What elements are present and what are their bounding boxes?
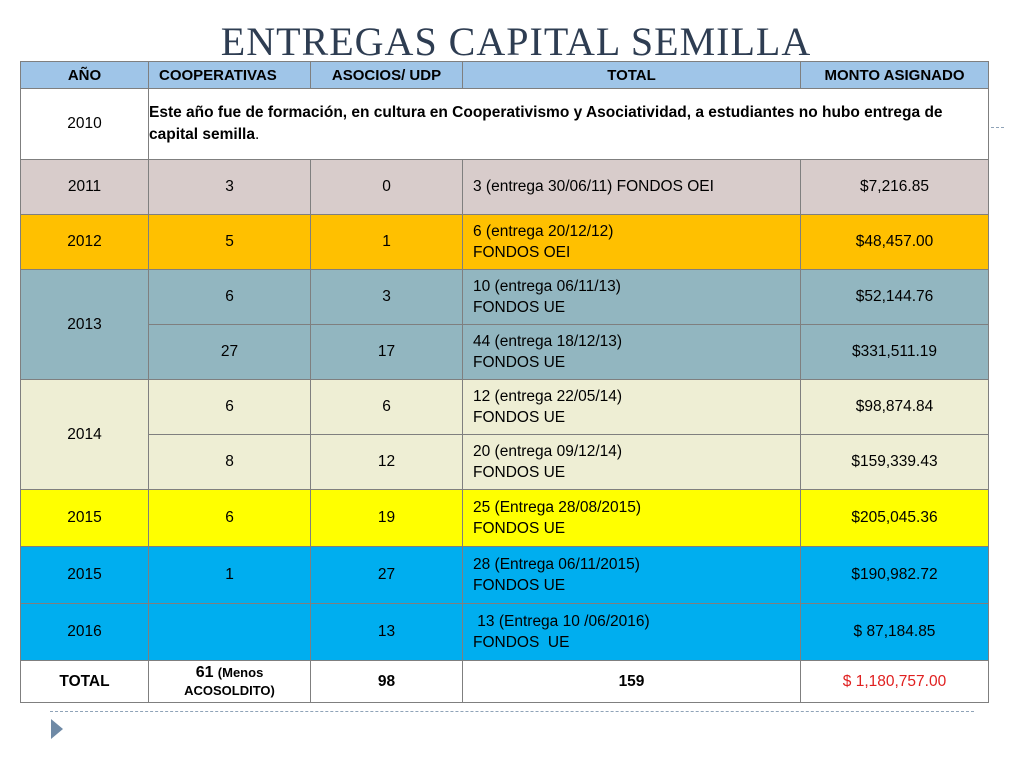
total-cell: 25 (Entrega 28/08/2015) FONDOS UE	[462, 489, 801, 547]
monto-cell: $190,982.72	[800, 546, 989, 604]
total-line-2: FONDOS UE	[473, 299, 566, 316]
triangle-arrow-icon	[51, 719, 63, 739]
table-row: 2010 Este año fue de formación, en cultu…	[20, 88, 989, 160]
total-line-1: 12 (entrega 22/05/14)	[473, 388, 623, 405]
total-cell: 44 (entrega 18/12/13) FONDOS UE	[462, 324, 801, 380]
year-cell: 2012	[20, 214, 149, 270]
asocios-cell: 27	[310, 546, 463, 604]
table-row: 2012 5 1 6 (entrega 20/12/12) FONDOS OEI…	[20, 214, 989, 270]
asocios-cell: 1	[310, 214, 463, 270]
asocios-cell: 6	[310, 379, 463, 435]
monto-cell: $52,144.76	[800, 269, 989, 325]
asocios-cell: 3	[310, 269, 463, 325]
monto-cell: $205,045.36	[800, 489, 989, 547]
note-period: .	[254, 126, 260, 143]
table-row: 2011 3 0 3 (entrega 30/06/11) FONDOS OEI…	[20, 159, 989, 215]
table-row: 2016 13 13 (Entrega 10 /06/2016) FONDOS …	[20, 603, 989, 661]
table-row: 2015 6 19 25 (Entrega 28/08/2015) FONDOS…	[20, 489, 989, 547]
totals-cooperativas: 61	[195, 663, 214, 681]
totals-row: TOTAL 61 (Menos ACOSOLDITO) 98 159 $ 1,1…	[20, 660, 989, 703]
cooperativas-cell: 3	[148, 159, 311, 215]
header-total: TOTAL	[462, 61, 801, 89]
cooperativas-cell: 8	[148, 434, 311, 490]
total-line-2: FONDOS OEI	[473, 244, 571, 261]
year-cell: 2013	[20, 269, 149, 380]
header-row: AÑO COOPERATIVAS ASOCIOS/ UDP TOTAL MONT…	[20, 61, 989, 89]
total-line-2: FONDOS UE	[473, 354, 566, 371]
monto-cell: $98,874.84	[800, 379, 989, 435]
capital-semilla-table: AÑO COOPERATIVAS ASOCIOS/ UDP TOTAL MONT…	[20, 61, 989, 703]
monto-cell: $7,216.85	[800, 159, 989, 215]
note-text: Este año fue de formación, en cultura en…	[149, 104, 943, 143]
year-cell: 2016	[20, 603, 149, 661]
cooperativas-cell	[148, 603, 311, 661]
asocios-cell: 12	[310, 434, 463, 490]
asocios-cell: 19	[310, 489, 463, 547]
monto-cell: $331,511.19	[800, 324, 989, 380]
totals-cooperativas-cell: 61 (Menos ACOSOLDITO)	[148, 660, 311, 703]
cooperativas-cell: 6	[148, 269, 311, 325]
year-cell: 2010	[20, 88, 149, 160]
page-title: ENTREGAS CAPITAL SEMILLA	[220, 19, 812, 64]
cooperativas-cell: 1	[148, 546, 311, 604]
total-line-2: FONDOS UE	[473, 520, 566, 537]
dashed-divider-bottom	[50, 711, 974, 712]
total-cell: 12 (entrega 22/05/14) FONDOS UE	[462, 379, 801, 435]
total-line-1: 6 (entrega 20/12/12)	[473, 223, 614, 240]
monto-cell: $48,457.00	[800, 214, 989, 270]
total-cell: 20 (entrega 09/12/14) FONDOS UE	[462, 434, 801, 490]
note-cell: Este año fue de formación, en cultura en…	[148, 88, 989, 160]
year-cell: 2015	[20, 489, 149, 547]
total-line-2: FONDOS UE	[473, 409, 566, 426]
cooperativas-cell: 5	[148, 214, 311, 270]
totals-label: TOTAL	[20, 660, 149, 703]
total-line-1: 25 (Entrega 28/08/2015)	[473, 499, 642, 516]
cooperativas-cell: 6	[148, 489, 311, 547]
total-line-2: FONDOS UE	[473, 464, 566, 481]
total-line-2: FONDOS UE	[473, 577, 566, 594]
monto-cell: $159,339.43	[800, 434, 989, 490]
totals-coop-note-1: (Menos	[217, 664, 264, 680]
header-asocios-udp: ASOCIOS/ UDP	[310, 61, 463, 89]
year-cell: 2014	[20, 379, 149, 490]
table-row: 8 12 20 (entrega 09/12/14) FONDOS UE $15…	[21, 434, 989, 490]
total-line-1: 28 (Entrega 06/11/2015)	[473, 556, 640, 573]
monto-cell: $ 87,184.85	[800, 603, 989, 661]
total-cell: 6 (entrega 20/12/12) FONDOS OEI	[462, 214, 801, 270]
total-cell: 28 (Entrega 06/11/2015) FONDOS UE	[462, 546, 801, 604]
table-row: 2014 6 6 12 (entrega 22/05/14) FONDOS UE…	[20, 379, 989, 490]
totals-monto: $ 1,180,757.00	[800, 660, 989, 703]
asocios-cell: 0	[310, 159, 463, 215]
totals-total: 159	[462, 660, 801, 703]
header-year: AÑO	[20, 61, 149, 89]
cooperativas-cell: 6	[148, 379, 311, 435]
total-cell: 10 (entrega 06/11/13) FONDOS UE	[462, 269, 801, 325]
total-line-1: 44 (entrega 18/12/13)	[473, 333, 623, 350]
totals-asocios: 98	[310, 660, 463, 703]
asocios-cell: 17	[310, 324, 463, 380]
asocios-cell: 13	[310, 603, 463, 661]
header-monto: MONTO ASIGNADO	[800, 61, 989, 89]
table-row: 2015 1 27 28 (Entrega 06/11/2015) FONDOS…	[20, 546, 989, 604]
table-row: 2013 6 3 10 (entrega 06/11/13) FONDOS UE…	[20, 269, 989, 380]
total-line-1: 20 (entrega 09/12/14)	[473, 443, 623, 460]
year-cell: 2015	[20, 546, 149, 604]
year-cell: 2011	[20, 159, 149, 215]
totals-coop-note-2: ACOSOLDITO)	[184, 682, 275, 698]
total-cell: 13 (Entrega 10 /06/2016) FONDOS UE	[462, 603, 801, 661]
total-cell: 3 (entrega 30/06/11) FONDOS OEI	[462, 159, 801, 215]
total-line-1: 13 (Entrega 10 /06/2016)	[473, 613, 650, 630]
cooperativas-cell: 27	[148, 324, 311, 380]
total-line-2: FONDOS UE	[473, 634, 570, 651]
header-cooperativas: COOPERATIVAS	[148, 61, 311, 89]
total-line-1: 10 (entrega 06/11/13)	[473, 278, 621, 295]
table-row: 27 17 44 (entrega 18/12/13) FONDOS UE $3…	[21, 324, 989, 380]
